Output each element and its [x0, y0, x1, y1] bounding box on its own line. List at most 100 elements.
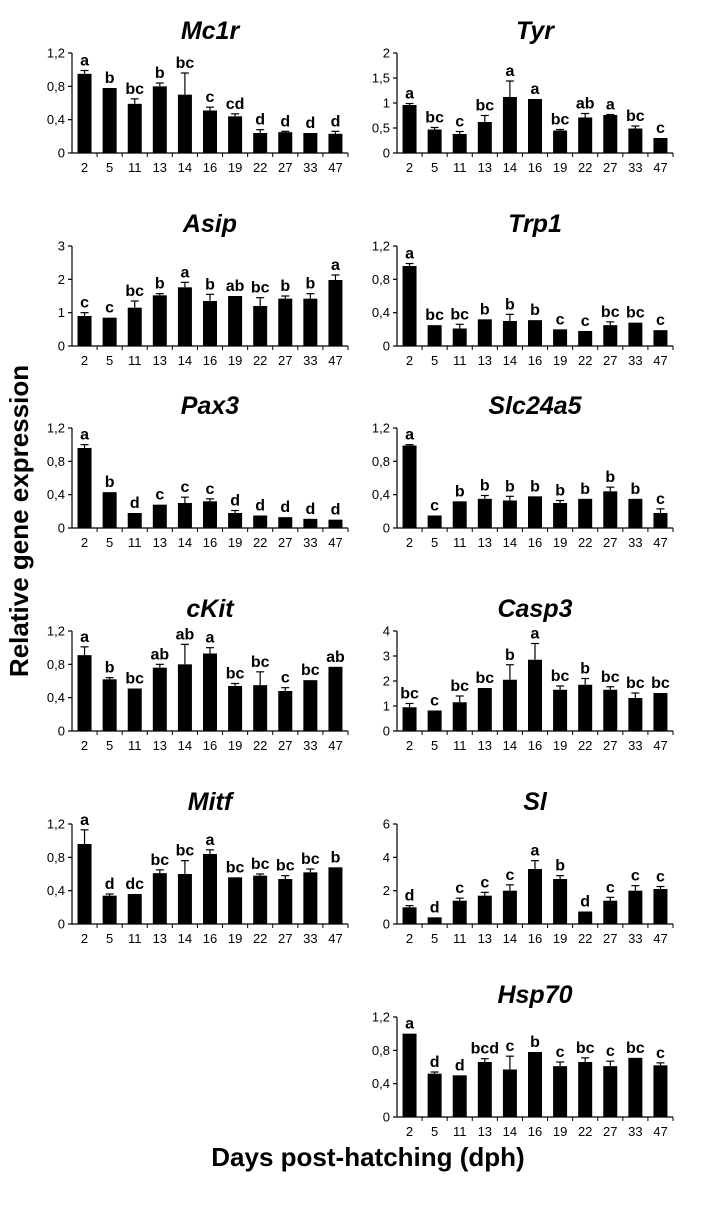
bar-pax3-47 — [328, 519, 343, 528]
x-tick-label: 47 — [328, 535, 342, 550]
bar-slc24a5-22 — [578, 498, 593, 528]
x-tick-label: 47 — [653, 535, 667, 550]
chart-title: Casp3 — [497, 595, 572, 623]
x-tick-label: 11 — [453, 160, 467, 175]
significance-letter: bc — [301, 851, 320, 868]
x-tick-label: 2 — [406, 535, 413, 550]
y-tick-label: 1,2 — [47, 624, 65, 639]
bar-mc1r-19 — [228, 116, 243, 153]
x-tick-label: 5 — [106, 931, 113, 946]
y-tick-label: 1,2 — [372, 1010, 390, 1025]
y-tick-label: 0,4 — [47, 487, 65, 502]
x-tick-label: 27 — [603, 1124, 617, 1139]
significance-letter: bc — [425, 110, 444, 127]
y-tick-label: 1,2 — [47, 817, 65, 832]
bar-pax3-2 — [77, 448, 92, 528]
bar-hsp70-33 — [628, 1057, 643, 1117]
significance-letter: b — [505, 296, 515, 313]
bar-trp1-11 — [452, 328, 467, 346]
bar-casp3-11 — [452, 702, 467, 731]
bar-trp1-19 — [553, 329, 568, 346]
bar-hsp70-16 — [528, 1052, 542, 1117]
y-tick-label: 4 — [383, 624, 390, 639]
x-tick-label: 47 — [653, 931, 667, 946]
significance-letter: d — [230, 493, 240, 510]
significance-letter: b — [580, 481, 590, 498]
significance-letter: b — [530, 302, 540, 319]
y-tick-label: 1 — [58, 305, 65, 320]
y-tick-label: 0,4 — [47, 883, 65, 898]
significance-letter: b — [480, 478, 490, 495]
y-tick-label: 0,4 — [47, 690, 65, 705]
bar-trp1-5 — [427, 325, 442, 346]
significance-letter: bc — [125, 81, 144, 98]
significance-letter: c — [581, 313, 590, 330]
y-tick-label: 0,8 — [47, 850, 65, 865]
significance-letter: d — [430, 899, 440, 916]
significance-letter: bc — [251, 654, 270, 671]
significance-letter: c — [656, 1045, 665, 1062]
bar-mc1r-13 — [152, 86, 167, 153]
significance-letter: b — [155, 65, 165, 82]
y-tick-label: 0,5 — [372, 121, 390, 136]
significance-letter: b — [580, 661, 590, 678]
bar-hsp70-11 — [452, 1075, 467, 1117]
x-tick-label: 2 — [406, 738, 413, 753]
x-tick-label: 11 — [453, 738, 467, 753]
bar-asip-16 — [203, 301, 217, 346]
bar-trp1-13 — [477, 319, 492, 346]
significance-letter: c — [80, 295, 89, 312]
x-tick-label: 33 — [628, 535, 642, 550]
bar-mitf-47 — [328, 867, 343, 924]
x-tick-label: 27 — [278, 353, 292, 368]
x-tick-label: 19 — [228, 353, 242, 368]
significance-letter: c — [155, 487, 164, 504]
x-tick-label: 2 — [406, 1124, 413, 1139]
significance-letter: b — [530, 1034, 540, 1051]
bar-mc1r-47 — [328, 133, 343, 153]
significance-letter: bc — [576, 1040, 595, 1057]
x-tick-label: 11 — [128, 535, 142, 550]
x-tick-label: 33 — [303, 931, 317, 946]
x-tick-label: 14 — [503, 160, 517, 175]
chart-title: Trp1 — [508, 210, 562, 238]
chart-title: cKit — [186, 595, 235, 623]
x-tick-label: 22 — [253, 738, 267, 753]
bar-sl-33 — [628, 890, 643, 924]
x-tick-label: 33 — [303, 535, 317, 550]
bar-casp3-22 — [578, 684, 593, 731]
bar-slc24a5-27 — [603, 491, 618, 528]
x-tick-label: 13 — [478, 1124, 492, 1139]
bar-mc1r-33 — [303, 133, 318, 153]
significance-letter: bc — [651, 675, 670, 692]
bar-asip-14 — [177, 287, 192, 346]
y-tick-label: 0 — [58, 521, 65, 536]
x-tick-label: 13 — [153, 535, 167, 550]
significance-letter: bc — [450, 678, 469, 695]
bar-sl-11 — [452, 900, 467, 924]
x-tick-label: 19 — [228, 738, 242, 753]
x-tick-label: 11 — [128, 931, 142, 946]
y-tick-label: 0 — [383, 339, 390, 354]
bar-casp3-5 — [427, 710, 442, 731]
x-tick-label: 33 — [303, 738, 317, 753]
bar-trp1-22 — [578, 331, 593, 346]
x-tick-label: 27 — [278, 535, 292, 550]
x-tick-label: 19 — [553, 160, 567, 175]
bar-mc1r-16 — [203, 110, 217, 153]
significance-letter: dc — [125, 876, 144, 893]
bar-hsp70-5 — [427, 1073, 442, 1117]
bar-pax3-33 — [303, 518, 318, 528]
x-tick-label: 13 — [478, 738, 492, 753]
significance-letter: bc — [226, 666, 245, 683]
x-tick-label: 19 — [553, 1124, 567, 1139]
x-tick-label: 16 — [203, 535, 217, 550]
x-tick-label: 19 — [228, 931, 242, 946]
bar-mitf-27 — [278, 879, 293, 924]
bar-ckit-5 — [102, 679, 117, 731]
significance-letter: d — [305, 115, 315, 132]
significance-letter: a — [331, 257, 340, 274]
significance-letter: a — [531, 626, 540, 643]
y-tick-label: 0,8 — [47, 79, 65, 94]
